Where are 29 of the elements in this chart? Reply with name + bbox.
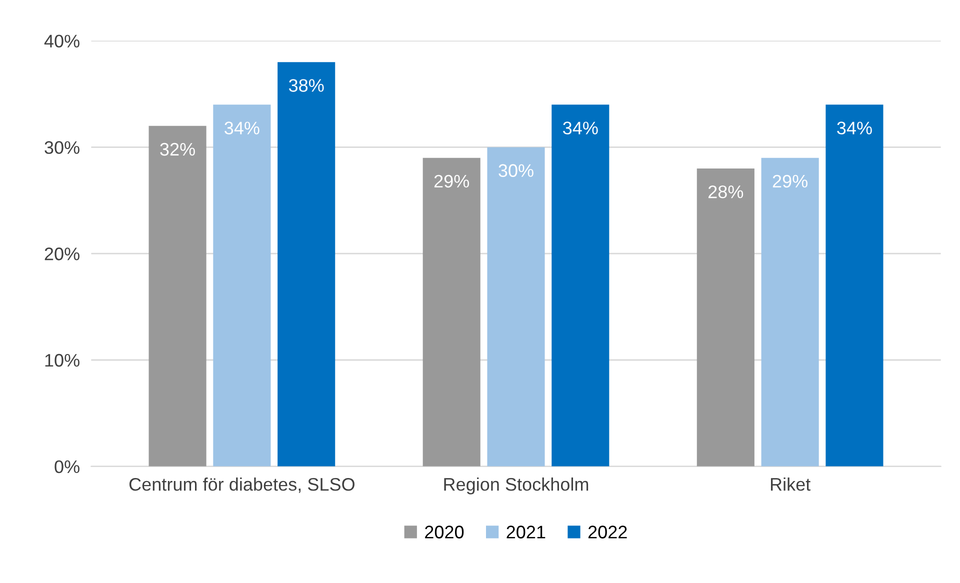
x-tick-label: Riket [770, 478, 810, 491]
y-tick-label: 0% [54, 460, 80, 474]
legend-label: 2021 [506, 526, 546, 538]
bar [422, 158, 480, 466]
y-tick-label: 30% [44, 141, 80, 154]
bar [826, 104, 884, 466]
data-label: 29% [434, 174, 470, 188]
y-tick-label: 10% [45, 354, 80, 367]
bar [696, 168, 754, 466]
x-tick-label: Centrum för diabetes, SLSO [129, 478, 354, 493]
data-label: 32% [160, 142, 195, 156]
data-label: 28% [708, 185, 744, 198]
legend-label: 2022 [588, 526, 627, 538]
bar [213, 104, 271, 466]
x-tick-label: Region Stockholm [444, 478, 588, 494]
y-tick-label: 20% [44, 248, 80, 260]
bar [487, 147, 545, 466]
data-label: 30% [498, 164, 534, 177]
bar [552, 104, 610, 466]
data-label: 34% [837, 122, 872, 134]
legend-label: 2020 [425, 526, 464, 538]
y-tick-label: 40% [44, 34, 80, 48]
data-label: 38% [288, 79, 324, 92]
bar [761, 158, 819, 466]
data-label: 34% [224, 122, 260, 134]
data-label: 34% [563, 122, 598, 134]
bar [278, 62, 336, 466]
data-label: 29% [772, 174, 808, 188]
bar [148, 126, 206, 466]
